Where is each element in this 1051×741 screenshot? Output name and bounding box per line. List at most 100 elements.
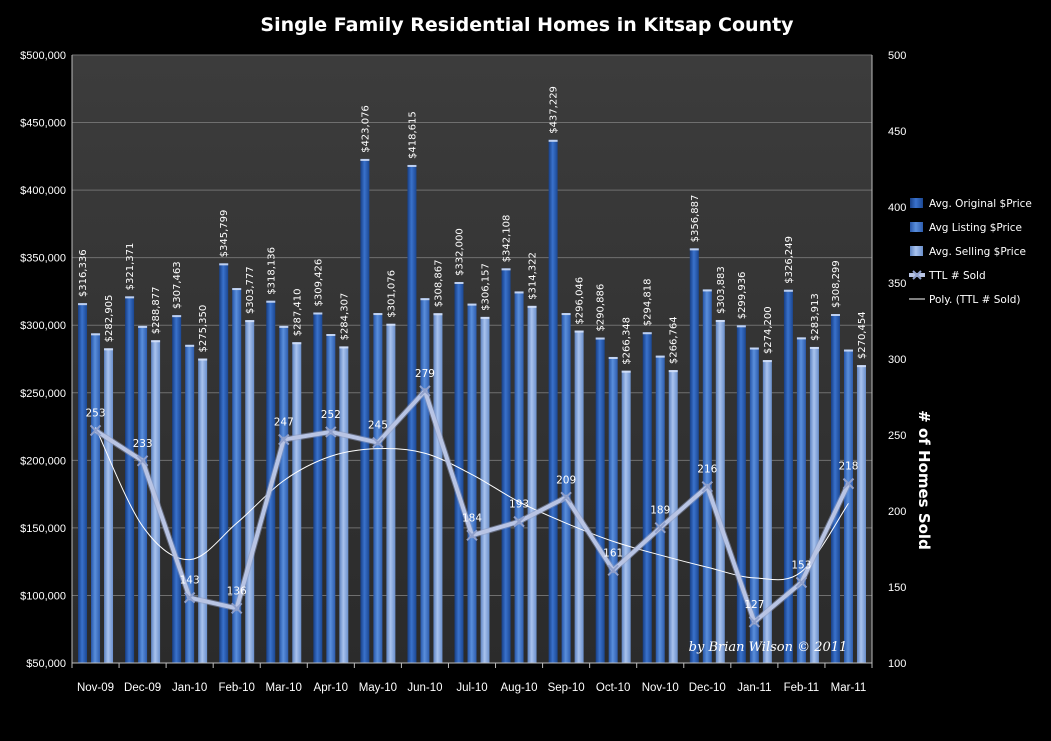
left-axis-tick-label: $350,000 bbox=[20, 253, 66, 265]
bar-data-label: $290,886 bbox=[596, 284, 607, 332]
bar-data-label: $294,818 bbox=[643, 279, 654, 327]
bar-selling bbox=[480, 316, 490, 663]
line-data-label: 136 bbox=[227, 585, 247, 597]
x-axis-tick-label: Oct-10 bbox=[596, 682, 631, 694]
legend-label: Poly. (TTL # Sold) bbox=[929, 294, 1021, 306]
legend-label: TTL # Sold bbox=[928, 270, 986, 282]
bar-top-highlight bbox=[138, 325, 148, 328]
line-point-marker bbox=[183, 591, 196, 604]
bar-listing bbox=[326, 334, 336, 663]
x-axis-tick-label: Dec-09 bbox=[124, 682, 161, 694]
bar-selling bbox=[198, 358, 208, 663]
bar-original bbox=[407, 164, 417, 663]
bar-data-label: $423,076 bbox=[360, 105, 371, 153]
bar-top-highlight bbox=[715, 319, 725, 322]
line-point-marker bbox=[513, 515, 525, 528]
bar-top-highlight bbox=[172, 315, 182, 318]
bar-data-label: $303,883 bbox=[716, 266, 727, 314]
bar-top-highlight bbox=[386, 323, 396, 326]
bar-listing bbox=[138, 325, 148, 663]
bar-data-label: $288,877 bbox=[151, 287, 162, 335]
bar-data-label: $437,229 bbox=[549, 86, 560, 134]
bar-data-label: $307,463 bbox=[172, 261, 183, 309]
bar-listing bbox=[702, 289, 712, 663]
bar-top-highlight bbox=[762, 360, 772, 363]
bar-top-highlight bbox=[655, 355, 665, 358]
line-data-label: 143 bbox=[180, 575, 200, 587]
bar-top-highlight bbox=[292, 342, 302, 345]
line-data-label: 279 bbox=[415, 368, 435, 380]
bar-top-highlight bbox=[151, 340, 161, 343]
bar-selling bbox=[856, 365, 866, 663]
bar-selling bbox=[527, 305, 537, 663]
bar-listing bbox=[796, 337, 806, 663]
bar-top-highlight bbox=[527, 305, 537, 308]
line-data-label: 216 bbox=[697, 464, 717, 476]
bar-original bbox=[689, 248, 699, 663]
right-axis-tick-label: 100 bbox=[888, 658, 906, 670]
bar-top-highlight bbox=[454, 281, 464, 284]
line-point-marker bbox=[466, 529, 478, 542]
bar-top-highlight bbox=[326, 334, 336, 337]
line-data-label: 245 bbox=[368, 420, 388, 432]
bar-data-label: $299,936 bbox=[737, 272, 748, 320]
bar-top-highlight bbox=[407, 164, 417, 167]
x-axis-tick-label: Jan-11 bbox=[737, 682, 771, 694]
line-series: 253 233 143 136 247 252 245 279 184 193 209 161 189 2… bbox=[86, 368, 858, 628]
line-point-marker bbox=[701, 480, 714, 493]
line-data-label: 161 bbox=[603, 547, 623, 559]
x-axis-tick-label: Feb-11 bbox=[784, 682, 820, 694]
bar-top-highlight bbox=[783, 289, 793, 292]
bar-series bbox=[78, 139, 866, 664]
line-data-label: 253 bbox=[86, 407, 106, 419]
bar-data-label: $270,454 bbox=[857, 311, 868, 359]
left-axis-tick-label: $250,000 bbox=[20, 388, 66, 400]
line-point-marker bbox=[230, 602, 243, 614]
bar-listing bbox=[232, 288, 242, 663]
bar-listing bbox=[91, 333, 101, 663]
bar-data-label: $308,299 bbox=[831, 260, 842, 308]
bar-top-highlight bbox=[702, 289, 712, 292]
right-axis-tick-label: 400 bbox=[888, 202, 906, 214]
bar-top-highlight bbox=[480, 316, 490, 319]
bar-selling bbox=[292, 342, 302, 663]
x-axis-tick-label: Sep-10 bbox=[548, 682, 585, 694]
line-data-label: 127 bbox=[744, 599, 764, 611]
right-axis-tick-label: 450 bbox=[888, 126, 906, 138]
axes: $50,000 $100,000 $150,000 $200,000 $250,000 $… bbox=[20, 50, 906, 694]
bar-selling bbox=[574, 330, 584, 663]
legend-marker bbox=[912, 270, 922, 280]
line-point-marker bbox=[607, 564, 619, 576]
bar-selling bbox=[809, 346, 819, 663]
bar-data-label: $287,410 bbox=[292, 289, 303, 337]
bar-top-highlight bbox=[514, 291, 524, 294]
bar-top-highlight bbox=[104, 348, 114, 351]
bar-top-highlight bbox=[219, 263, 229, 266]
line-point-marker bbox=[136, 455, 149, 467]
x-axis-tick-label: Jun-10 bbox=[407, 682, 442, 694]
bar-data-label: $266,348 bbox=[622, 317, 633, 365]
bar-top-highlight bbox=[373, 313, 383, 316]
bar-top-highlight bbox=[232, 288, 242, 291]
bar-data-label: $266,764 bbox=[669, 316, 680, 364]
bar-data-label: $283,913 bbox=[810, 293, 821, 341]
bar-top-highlight bbox=[125, 296, 135, 299]
bar-original bbox=[219, 263, 229, 663]
left-axis-tick-label: $100,000 bbox=[20, 590, 66, 602]
bar-top-highlight bbox=[313, 312, 323, 315]
bar-listing bbox=[420, 298, 430, 663]
right-axis-title: # of Homes Sold bbox=[915, 410, 933, 550]
bar-data-label: $284,307 bbox=[339, 293, 350, 341]
line-data-label: 184 bbox=[462, 512, 482, 524]
line-point-marker bbox=[748, 616, 761, 628]
bar-top-highlight bbox=[433, 313, 443, 316]
bar-top-highlight bbox=[843, 349, 853, 352]
left-axis-tick-label: $500,000 bbox=[20, 50, 66, 62]
bar-data-label: $274,200 bbox=[763, 306, 774, 354]
legend: Avg. Original $Price Avg Listing $Price Av… bbox=[909, 198, 1032, 306]
line-data-label: 189 bbox=[650, 505, 670, 517]
bar-listing bbox=[467, 303, 477, 663]
line-data-label: 252 bbox=[321, 409, 341, 421]
right-axis-tick-label: 200 bbox=[888, 506, 906, 518]
legend-swatch bbox=[910, 246, 923, 256]
